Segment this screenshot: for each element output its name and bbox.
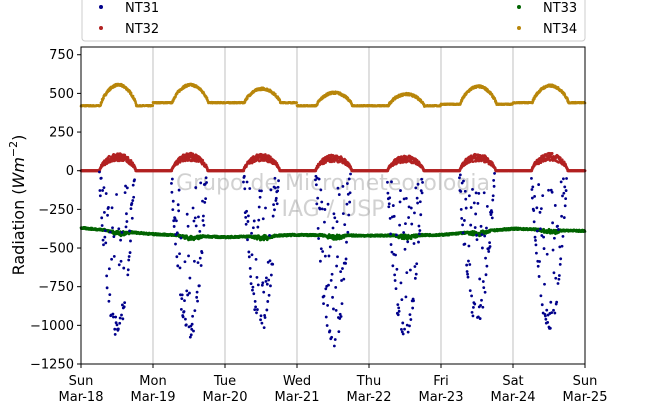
series-NT32 [79,151,587,173]
series-NT34-point [131,94,135,98]
series-NT33-point [409,237,413,240]
watermark: Grupo de Micrometeorologia IAG / USP [176,171,490,222]
series-NT32-point [201,158,205,162]
grid-lines [152,47,514,364]
plot-series [79,82,587,348]
watermark-line-2: IAG / USP [282,197,385,222]
series-NT34-point [274,92,277,96]
watermark-line-1: Grupo de Micrometeorologia [176,171,490,196]
series-NT34-point [246,97,249,100]
series-NT34 [79,82,587,108]
series-NT34-point [102,96,105,100]
series-NT34-point [295,101,299,104]
series-NT34-point [129,91,133,95]
series-NT34-point [151,104,155,107]
